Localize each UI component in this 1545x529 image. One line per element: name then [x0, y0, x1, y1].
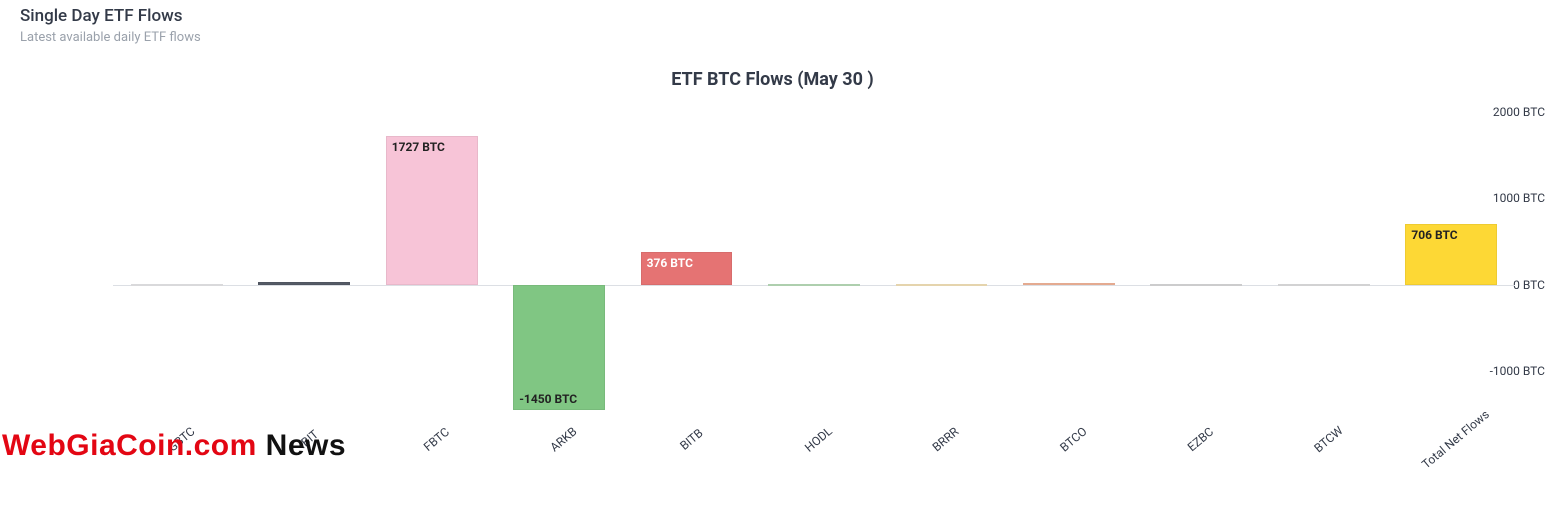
- bar-hodl[interactable]: [768, 284, 860, 286]
- x-axis-label: BITB: [677, 426, 705, 453]
- header: Single Day ETF Flows Latest available da…: [0, 0, 1545, 45]
- page-subtitle: Latest available daily ETF flows: [20, 30, 1525, 45]
- y-axis-label: 1000 BTC: [1442, 191, 1545, 205]
- bar-value-label: 376 BTC: [647, 256, 693, 270]
- y-axis-label: -1000 BTC: [1442, 364, 1545, 378]
- bar-value-label: -1450 BTC: [519, 392, 577, 406]
- x-axis-label: BTCW: [1311, 423, 1345, 455]
- bar-btco[interactable]: [1023, 283, 1115, 285]
- bar-chart: 2000 BTC1000 BTC0 BTC-1000 BTCGBTCIBIT17…: [0, 90, 1545, 511]
- bar-ezbc[interactable]: [1150, 284, 1242, 286]
- x-axis-label: EZBC: [1185, 425, 1216, 455]
- bar-brrr[interactable]: [896, 284, 988, 286]
- bar-btcw[interactable]: [1278, 284, 1370, 286]
- x-axis-label: ARKB: [547, 424, 579, 454]
- x-axis-label: FBTC: [421, 425, 452, 454]
- watermark-brand: WebGiaCoin.com: [2, 429, 257, 462]
- x-axis-label: HODL: [802, 424, 835, 455]
- x-axis-label: BTCO: [1057, 424, 1089, 454]
- x-axis-label: BRRR: [930, 424, 962, 454]
- y-axis-label: 2000 BTC: [1442, 105, 1545, 119]
- bar-gbtc[interactable]: [131, 284, 223, 286]
- x-axis-label: Total Net Flows: [1419, 407, 1492, 471]
- chart-title: ETF BTC Flows (May 30 ): [0, 69, 1545, 90]
- watermark-suffix: News: [257, 429, 346, 462]
- bar-value-label: 706 BTC: [1411, 228, 1457, 242]
- watermark: WebGiaCoin.com News: [2, 429, 346, 463]
- bar-ibit[interactable]: [258, 282, 350, 285]
- page-title: Single Day ETF Flows: [20, 6, 1525, 26]
- bar-value-label: 1727 BTC: [392, 140, 445, 154]
- bar-fbtc[interactable]: [386, 136, 478, 285]
